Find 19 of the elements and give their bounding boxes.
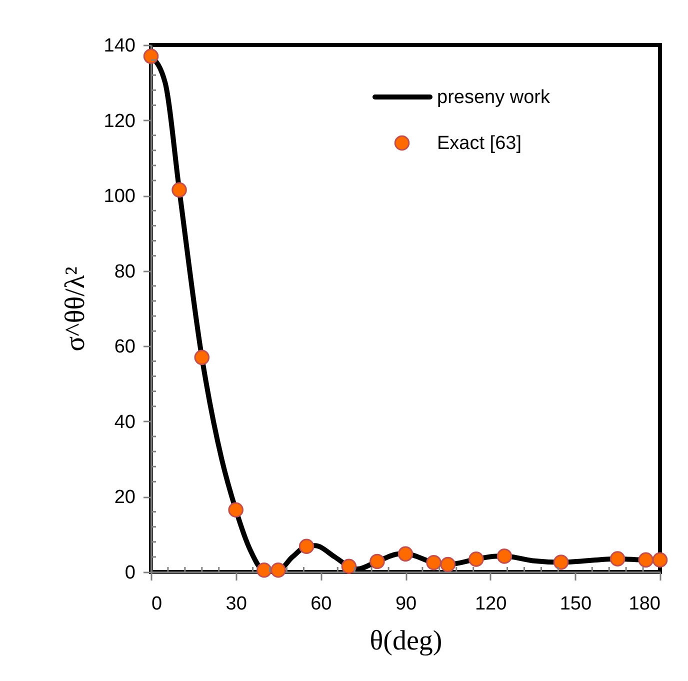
x-axis-title: θ(deg) [370,626,442,656]
y-tick-label: 120 [104,110,136,132]
y-tick-label: 140 [104,36,136,56]
x-tick-label: 180 [628,594,660,614]
y-tick-label: 100 [104,186,136,208]
x-tick-label: 0 [152,594,162,614]
legend-label: Exact [63] [437,133,522,154]
legend-label: preseny work [437,87,550,108]
y-tick-label: 60 [114,336,136,358]
x-tick-label: 30 [226,594,247,614]
x-tick-label: 60 [310,594,332,614]
x-tick-label: 90 [395,594,417,614]
y-tick-label: 0 [124,562,136,584]
y-tick-label: 40 [114,412,136,433]
x-tick-label: 150 [560,594,592,614]
y-tick-label: 20 [114,487,136,508]
y-axis-title: σ^θθ/λ² [60,266,91,352]
y-tick-label: 80 [114,261,136,282]
x-tick-label: 120 [474,594,507,614]
